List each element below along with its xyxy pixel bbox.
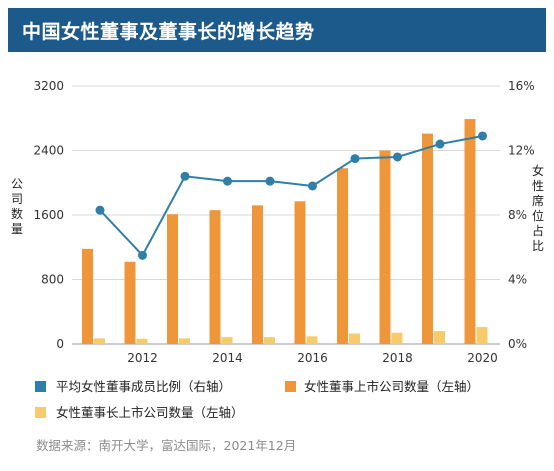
x-tick-label: 2020: [467, 351, 498, 365]
bar-directors: [124, 261, 136, 344]
title-bar: 中国女性董事及董事长的增长趋势: [8, 8, 546, 52]
right-tick-label: 4%: [508, 273, 527, 287]
ratio-point: [223, 176, 232, 186]
chart-title: 中国女性董事及董事长的增长趋势: [22, 21, 315, 43]
axes: 公司数量 女性席位占比 0 800 1600 2400 3200 0% 4% 8% 12% 16%…: [11, 79, 544, 365]
bars: [82, 119, 488, 345]
left-tick-label: 0: [56, 337, 64, 351]
right-tick-label: 16%: [508, 79, 535, 93]
left-tick-label: 3200: [33, 79, 64, 93]
x-tick-label: 2018: [382, 351, 413, 365]
ratio-point: [265, 176, 275, 186]
bar-chairs: [391, 332, 403, 344]
ratio-point: [350, 154, 360, 164]
ratio-point: [180, 171, 190, 181]
bar-directors: [379, 150, 391, 344]
legend: 平均女性董事成员比例（右轴） 女性董事上市公司数量（左轴） 女性董事长上市公司数…: [35, 379, 479, 420]
legend-swatch-directors: [285, 381, 296, 392]
left-tick-label: 800: [41, 273, 64, 287]
legend-label-line: 平均女性董事成员比例（右轴）: [56, 379, 231, 394]
bar-chairs: [476, 327, 488, 344]
bar-directors: [167, 214, 178, 344]
ratio-point: [435, 139, 445, 149]
legend-swatch-chairs: [35, 407, 46, 418]
gridlines: [72, 85, 500, 345]
left-tick-label: 2400: [33, 144, 64, 158]
ratio-point: [138, 250, 147, 260]
bar-directors: [464, 119, 476, 345]
right-axis-label: 女性席位占比: [532, 163, 544, 253]
legend-label-directors: 女性董事上市公司数量（左轴）: [304, 379, 479, 394]
x-tick-label: 2012: [127, 351, 158, 365]
bar-chairs: [221, 337, 233, 344]
ratio-line: [99, 135, 483, 258]
line-series: [95, 131, 487, 260]
right-tick-label: 12%: [508, 144, 535, 158]
bar-directors: [422, 133, 433, 344]
x-tick-label: 2014: [212, 351, 243, 365]
bar-directors: [337, 168, 348, 344]
right-tick-label: 0%: [508, 337, 527, 351]
legend-swatch-line: [35, 381, 46, 392]
ratio-point: [393, 152, 402, 162]
ratio-point: [478, 131, 487, 141]
bar-chairs: [264, 337, 275, 344]
bar-directors: [294, 201, 306, 344]
ratio-point: [308, 181, 317, 191]
bar-chairs: [179, 338, 190, 344]
bar-chairs: [136, 338, 148, 344]
ratio-point: [95, 205, 105, 215]
bar-chairs: [94, 338, 105, 344]
bar-chairs: [434, 331, 445, 344]
x-tick-label: 2016: [297, 351, 328, 365]
source-note: 数据来源：南开大学，富达国际，2021年12月: [36, 438, 297, 453]
bar-directors: [82, 248, 93, 344]
bar-chairs: [349, 333, 360, 344]
right-tick-label: 8%: [508, 208, 527, 222]
left-tick-label: 1600: [33, 208, 64, 222]
bar-chairs: [306, 336, 318, 344]
legend-label-chairs: 女性董事长上市公司数量（左轴）: [56, 405, 244, 420]
bar-directors: [209, 210, 221, 344]
left-axis-label: 公司数量: [11, 177, 23, 236]
bar-directors: [252, 205, 263, 344]
